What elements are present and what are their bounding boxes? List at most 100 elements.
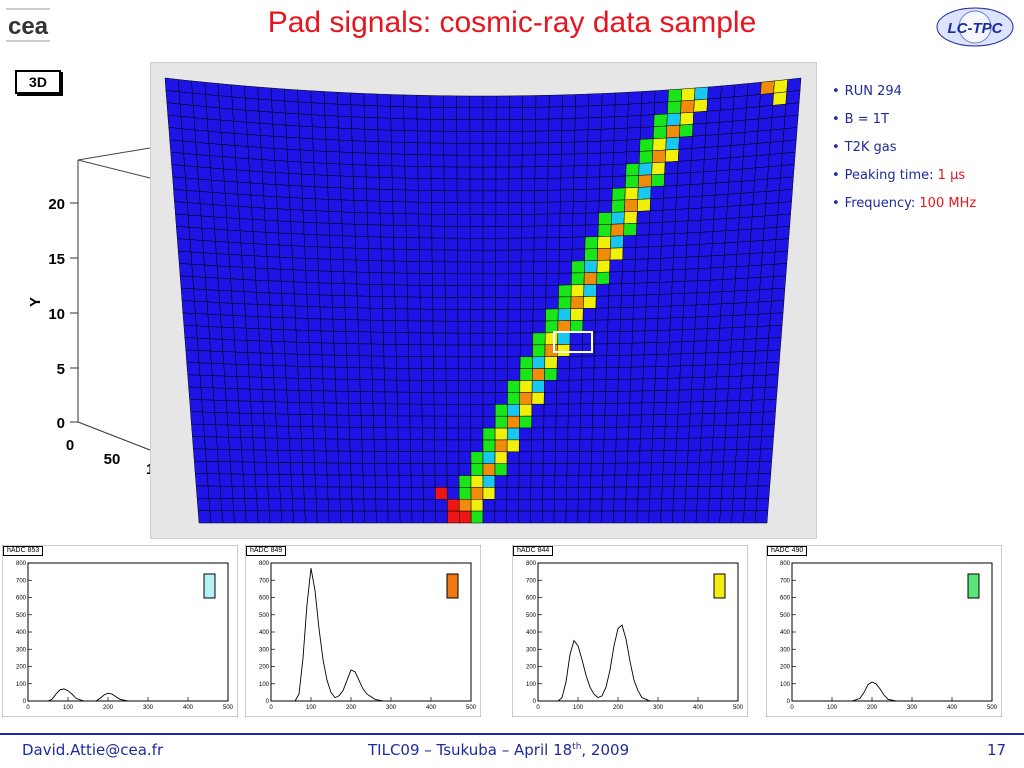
pad-cell bbox=[409, 403, 423, 417]
pad-hit bbox=[557, 320, 571, 333]
pad-hit bbox=[638, 162, 653, 176]
pad-cell bbox=[456, 202, 471, 215]
pad-cell bbox=[239, 412, 253, 426]
pad-cell bbox=[392, 201, 407, 215]
y-tick-label: 500 bbox=[526, 613, 537, 619]
histogram-panel[interactable]: 0 100 200 300 400 500 600 700 800 0 100 200 300 400 50… bbox=[765, 544, 1003, 718]
pad-cell bbox=[422, 475, 436, 488]
pad-cell bbox=[593, 355, 608, 369]
pad-cell bbox=[543, 391, 557, 405]
pad-cell bbox=[445, 368, 459, 381]
pad-cell bbox=[262, 183, 277, 198]
pad-cell bbox=[205, 277, 220, 291]
pad-cell bbox=[422, 451, 436, 464]
pad-cell bbox=[265, 449, 279, 463]
pad-hit bbox=[597, 235, 612, 249]
footer-email[interactable]: David.Attie@cea.fr bbox=[22, 741, 164, 759]
y-tick-label: 600 bbox=[16, 596, 27, 602]
pad-hit bbox=[597, 247, 611, 261]
pad-cell bbox=[639, 438, 653, 452]
pad-cell bbox=[542, 463, 556, 476]
pad-hit bbox=[624, 187, 639, 201]
pad-cell bbox=[367, 224, 382, 238]
pad-cell bbox=[399, 487, 412, 500]
pad-cell bbox=[469, 214, 484, 227]
pad-cell bbox=[346, 343, 360, 356]
pad-cell bbox=[369, 284, 383, 297]
pad-cell bbox=[553, 510, 567, 524]
pad-cell bbox=[264, 207, 279, 222]
pad-cell bbox=[393, 248, 408, 262]
y-tick-label: 400 bbox=[780, 630, 791, 636]
pad-cell bbox=[298, 113, 313, 127]
pad-cell bbox=[746, 289, 761, 303]
pad-cell bbox=[458, 392, 472, 405]
pad-cell bbox=[559, 237, 573, 250]
pad-cell bbox=[194, 460, 208, 474]
pad-hit bbox=[545, 308, 559, 322]
x-tick-label: 100 bbox=[306, 705, 317, 711]
pad-cell bbox=[649, 486, 663, 500]
pad-cell bbox=[546, 213, 561, 227]
pad-cell bbox=[308, 330, 322, 344]
pad-hit bbox=[470, 487, 484, 500]
pad-color-marker bbox=[203, 573, 216, 599]
pad-cell bbox=[378, 153, 393, 167]
pad-cell bbox=[753, 178, 768, 193]
pad-cell bbox=[612, 163, 627, 177]
x-tick-label: 400 bbox=[426, 705, 437, 711]
pad-cell bbox=[661, 233, 675, 247]
pad-cell bbox=[368, 260, 382, 274]
pad-cell bbox=[209, 510, 223, 524]
pad-cell bbox=[696, 498, 710, 512]
pad-cell bbox=[535, 94, 550, 108]
pad-cell bbox=[615, 426, 630, 440]
pad-cell bbox=[353, 176, 367, 190]
pad-cell bbox=[276, 196, 291, 210]
pad-cell bbox=[482, 261, 496, 275]
pad-cell bbox=[482, 155, 497, 168]
pad-cell bbox=[495, 380, 508, 393]
pad-hit bbox=[760, 80, 775, 95]
pad-cell bbox=[573, 177, 588, 190]
pad-cell bbox=[430, 130, 444, 144]
pad-cell bbox=[323, 390, 337, 404]
histogram-panel[interactable]: 0 100 200 300 400 500 600 700 800 0 100 200 300 400 50… bbox=[511, 544, 749, 718]
pad-cell bbox=[211, 192, 227, 206]
pad-cell bbox=[530, 510, 543, 524]
pad-cell bbox=[282, 305, 296, 319]
view-3d-badge[interactable]: 3D bbox=[15, 70, 61, 94]
pad-cell bbox=[645, 306, 659, 320]
pad-cell bbox=[599, 152, 614, 166]
pad-cell bbox=[520, 237, 535, 251]
pad-cell bbox=[767, 165, 782, 180]
pad-plane-display[interactable] bbox=[150, 62, 817, 539]
pad-cell bbox=[368, 248, 382, 262]
pad-cell bbox=[186, 362, 201, 376]
pad-cell bbox=[194, 300, 209, 315]
pad-cell bbox=[675, 196, 690, 210]
pad-cell bbox=[177, 250, 193, 265]
pad-cell bbox=[364, 117, 379, 131]
info-item-gas: • T2K gas bbox=[832, 140, 897, 155]
pad-cell bbox=[272, 123, 287, 138]
pad-cell bbox=[387, 486, 400, 500]
pad-cell bbox=[358, 355, 373, 369]
histogram-panel[interactable]: 0 100 200 300 400 500 600 700 800 0 100 200 300 400 50… bbox=[1, 544, 239, 718]
pad-cell bbox=[685, 256, 700, 270]
pad-cell bbox=[588, 105, 603, 119]
pad-cell bbox=[703, 376, 718, 390]
pad-cell bbox=[482, 321, 496, 334]
pad-cell bbox=[740, 375, 754, 389]
pad-cell bbox=[587, 140, 602, 154]
histogram-panel[interactable]: 0 100 200 300 400 500 600 700 800 0 100 200 300 400 50… bbox=[244, 544, 482, 718]
pad-cell bbox=[780, 164, 795, 179]
pad-cell bbox=[433, 356, 447, 369]
pad-cell bbox=[304, 498, 318, 512]
histogram-plot-area bbox=[27, 562, 229, 702]
pad-cell bbox=[561, 118, 576, 131]
pad-cell bbox=[617, 390, 631, 404]
pad-cell bbox=[345, 331, 360, 345]
pad-cell bbox=[165, 90, 181, 105]
pad-cell bbox=[369, 307, 384, 321]
